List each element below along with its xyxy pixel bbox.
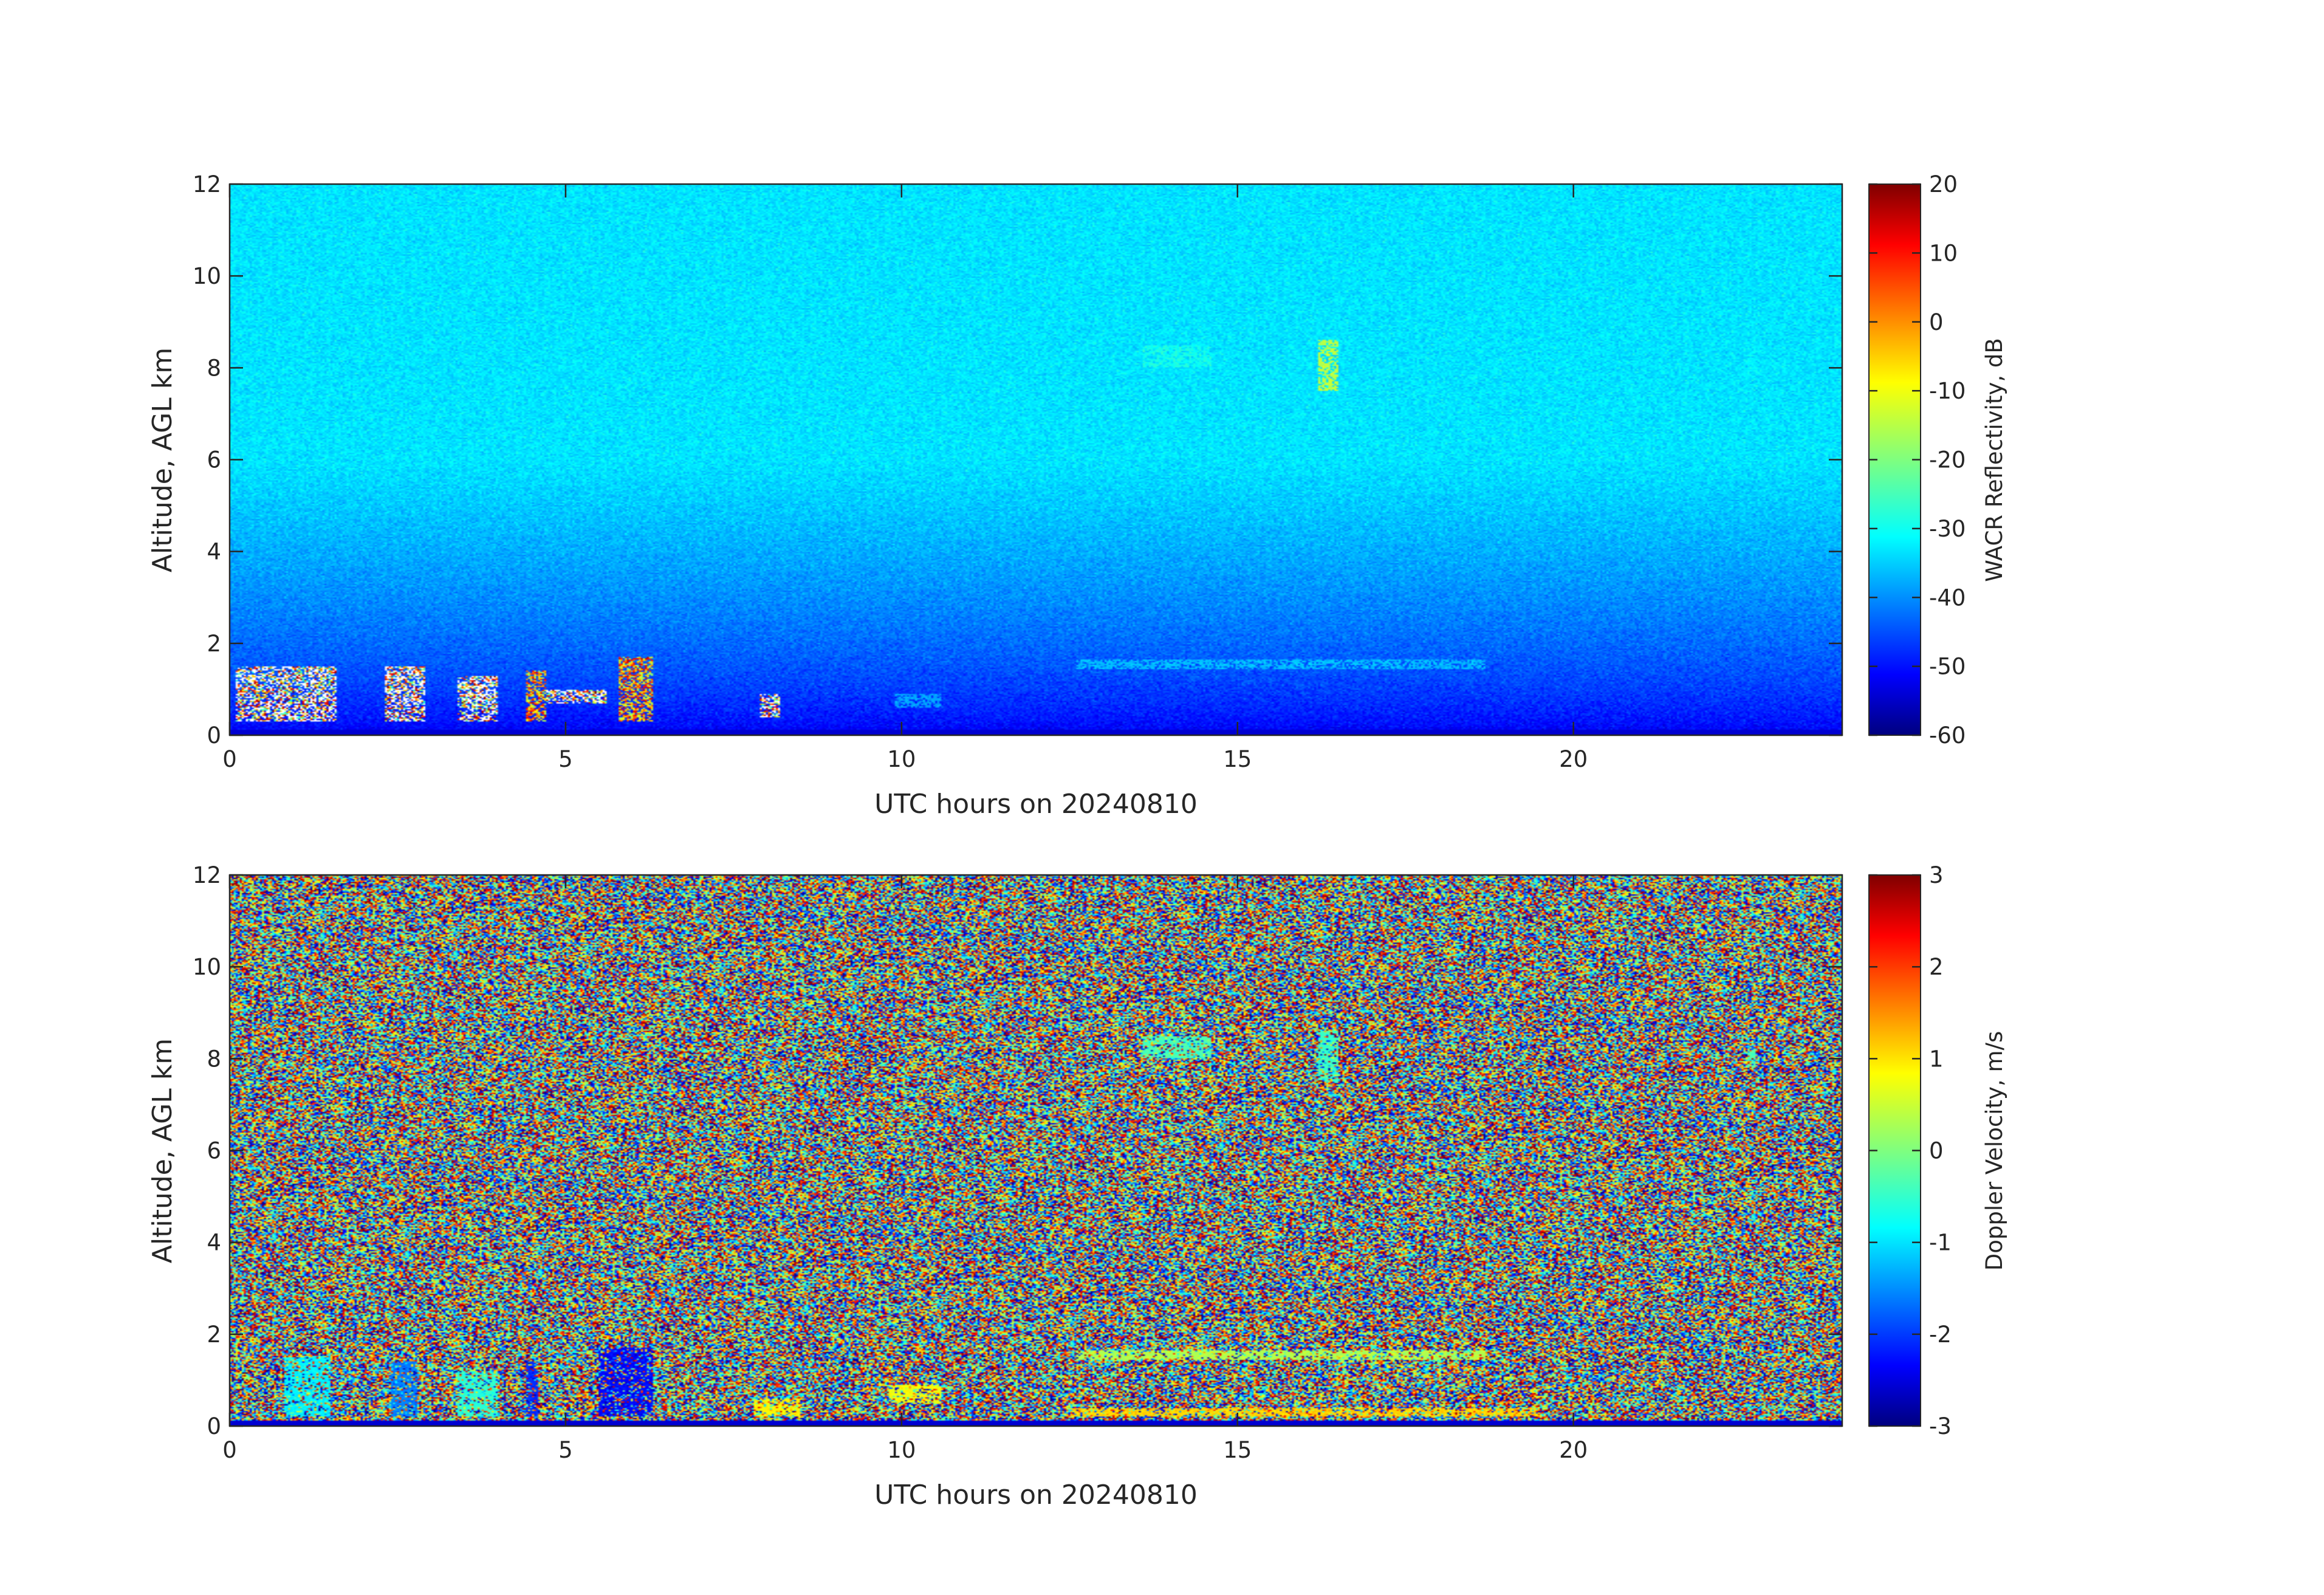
reflectivity-colorbar <box>1868 184 1921 736</box>
reflectivity-heatmap <box>230 184 1842 735</box>
y-tick-label: 6 <box>207 447 221 473</box>
y-tick-label: 4 <box>207 1230 221 1256</box>
x-tick-label: 15 <box>1223 1437 1252 1463</box>
colorbar-tick-label: -3 <box>1929 1413 1952 1439</box>
y-tick-label: 0 <box>207 1413 221 1439</box>
colorbar-tick-label: 1 <box>1929 1046 1944 1072</box>
y-tick-label: 8 <box>207 1046 221 1072</box>
reflectivity-x-axis-label: UTC hours on 20240810 <box>874 789 1198 820</box>
colorbar-tick-label: -10 <box>1929 378 1966 404</box>
velocity-axis-ticks: 0 5 10 15 20 0 2 4 6 8 10 12 <box>193 862 1842 1463</box>
velocity-colorbar-label: Doppler Velocity, m/s <box>1981 1031 2007 1271</box>
reflectivity-y-axis-label: Altitude, AGL km <box>147 348 178 572</box>
colorbar-tick-label: -30 <box>1929 516 1966 542</box>
colorbar-tick-label: -20 <box>1929 447 1966 473</box>
colorbar-tick-label: -1 <box>1929 1230 1952 1256</box>
y-tick-label: 0 <box>207 722 221 749</box>
x-tick-label: 20 <box>1559 746 1588 772</box>
velocity-colorbar-ticks: -3 -2 -1 0 1 2 3 <box>1869 862 1952 1439</box>
reflectivity-axis-ticks: 0 5 10 15 20 0 2 4 6 8 10 12 <box>193 171 1842 772</box>
colorbar-tick-label: 0 <box>1929 1138 1944 1164</box>
colorbar-tick-label: 10 <box>1929 240 1958 266</box>
colorbar-tick-label: -40 <box>1929 585 1966 611</box>
y-tick-label: 4 <box>207 539 221 565</box>
y-tick-label: 12 <box>193 862 221 888</box>
y-tick-label: 2 <box>207 631 221 657</box>
x-tick-label: 5 <box>558 1437 573 1463</box>
reflectivity-colorbar-ticks: -60 -50 -40 -30 -20 -10 0 10 20 <box>1869 171 1966 749</box>
y-tick-label: 6 <box>207 1138 221 1164</box>
colorbar-tick-label: -50 <box>1929 654 1966 680</box>
x-tick-label: 5 <box>558 746 573 772</box>
colorbar-tick-label: 0 <box>1929 309 1944 335</box>
colorbar-tick-label: 20 <box>1929 171 1958 197</box>
y-tick-label: 2 <box>207 1322 221 1348</box>
velocity-colorbar <box>1868 874 1921 1427</box>
velocity-heatmap <box>230 875 1842 1426</box>
x-tick-label: 10 <box>887 746 916 772</box>
y-tick-label: 10 <box>193 954 221 980</box>
velocity-x-axis-label: UTC hours on 20240810 <box>874 1480 1198 1511</box>
colorbar-tick-label: -60 <box>1929 722 1966 749</box>
x-tick-label: 0 <box>222 746 237 772</box>
x-tick-label: 10 <box>887 1437 916 1463</box>
colorbar-tick-label: -2 <box>1929 1322 1952 1348</box>
y-tick-label: 8 <box>207 355 221 381</box>
x-tick-label: 15 <box>1223 746 1252 772</box>
colorbar-tick-label: 3 <box>1929 862 1944 888</box>
colorbar-tick-label: 2 <box>1929 954 1944 980</box>
y-tick-label: 12 <box>193 171 221 197</box>
x-tick-label: 0 <box>222 1437 237 1463</box>
reflectivity-colorbar-label: WACR Reflectivity, dB <box>1981 338 2007 582</box>
x-tick-label: 20 <box>1559 1437 1588 1463</box>
y-tick-label: 10 <box>193 263 221 289</box>
velocity-y-axis-label: Altitude, AGL km <box>147 1038 178 1263</box>
